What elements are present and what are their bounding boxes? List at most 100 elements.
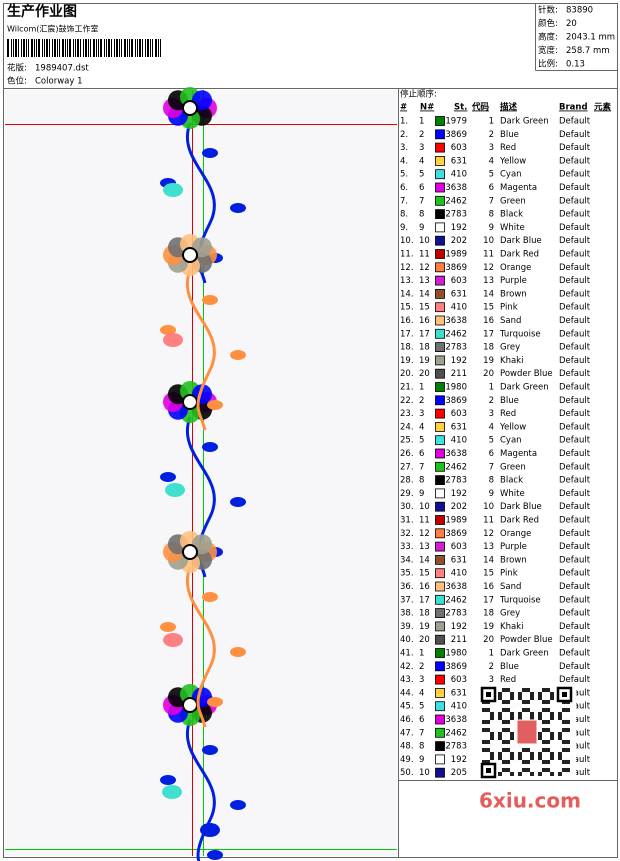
qr-cell: [530, 716, 534, 720]
row-code: 16: [483, 316, 494, 326]
row-needle: 5: [419, 702, 424, 712]
qr-cell: [566, 708, 570, 712]
row-no: 38.: [400, 609, 414, 619]
row-stitches: 192: [451, 223, 467, 233]
leaf: [160, 472, 176, 482]
qr-cell: [510, 752, 514, 756]
bar: [42, 39, 43, 57]
color-swatch: [435, 315, 445, 326]
qr-cell: [482, 760, 486, 764]
row-code: 3: [489, 143, 494, 153]
qr-cell: [538, 716, 542, 720]
row-code: 5: [489, 170, 494, 180]
row-stitches: 2462: [445, 196, 467, 206]
row-brand: Default: [559, 316, 591, 326]
row-desc: Brown: [500, 289, 527, 299]
row-no: 44.: [400, 688, 414, 698]
row-no: 29.: [400, 489, 414, 499]
bar: [59, 39, 60, 57]
qr-cell: [502, 728, 506, 732]
row-stitches: 1989: [445, 250, 467, 260]
leaf: [160, 622, 176, 632]
qr-cell: [510, 712, 514, 716]
bar: [75, 39, 76, 57]
row-needle: 4: [419, 688, 424, 698]
qr-cell: [510, 756, 514, 760]
row-brand: Default: [559, 130, 591, 140]
row-no: 31.: [400, 516, 414, 526]
qr-cell: [546, 740, 550, 744]
qr-finder: [562, 692, 567, 697]
row-needle: 4: [419, 156, 424, 166]
row-brand: Default: [559, 329, 591, 339]
qr-cell: [538, 772, 542, 776]
qr-cell: [506, 740, 510, 744]
bar: [36, 39, 37, 57]
row-needle: 19: [419, 356, 430, 366]
bar: [49, 39, 50, 57]
row-no: 35.: [400, 569, 414, 579]
bar: [88, 39, 89, 57]
row-code: 14: [483, 555, 494, 565]
color-swatch: [435, 528, 445, 539]
qr-cell: [490, 736, 494, 740]
bar: [114, 39, 115, 57]
qr-cell: [506, 768, 510, 772]
qr-cell: [522, 768, 526, 772]
row-desc: Red: [500, 409, 516, 419]
row-stitches: 3638: [445, 582, 467, 592]
color-swatch: [435, 741, 445, 751]
qr-cell: [490, 732, 494, 736]
row-brand: Default: [559, 117, 591, 127]
qr-cell: [538, 696, 542, 700]
color-swatch: [435, 608, 445, 618]
row-no: 36.: [400, 582, 414, 592]
row-no: 49.: [400, 755, 414, 765]
bar: [90, 39, 91, 57]
qr-logo: [516, 719, 538, 745]
row-brand: Default: [559, 383, 591, 393]
bar: [139, 39, 141, 57]
qr-cell: [526, 688, 530, 692]
info-label: 宽度:: [538, 45, 558, 56]
info-label: 颜色:: [538, 18, 558, 29]
row-no: 5.: [400, 170, 408, 180]
row-desc: Dark Green: [500, 117, 549, 127]
row-code: 15: [483, 303, 494, 313]
row-needle: 12: [419, 263, 430, 273]
row-brand: Default: [559, 396, 591, 406]
qr-cell: [526, 700, 530, 704]
bar: [98, 39, 99, 57]
bar: [147, 39, 149, 57]
qr-cell: [498, 732, 502, 736]
bar: [137, 39, 138, 57]
row-needle: 11: [419, 250, 430, 260]
row-no: 12.: [400, 263, 414, 273]
row-brand: Default: [559, 183, 591, 193]
leaf: [202, 442, 218, 452]
qr-cell: [550, 692, 554, 696]
qr-cell: [518, 716, 522, 720]
row-needle: 6: [419, 183, 424, 193]
row-brand: Default: [559, 250, 591, 260]
row-needle: 19: [419, 622, 430, 632]
color-swatch: [435, 581, 445, 592]
row-desc: Turquoise: [499, 595, 541, 605]
leaf: [207, 850, 223, 860]
row-code: 1: [489, 649, 494, 659]
qr-cell: [558, 756, 562, 760]
row-stitches: 2783: [445, 609, 467, 619]
bar: [11, 39, 12, 57]
row-code: 19: [483, 622, 494, 632]
qr-cell: [518, 712, 522, 716]
row-code: 14: [483, 289, 494, 299]
flower-center: [182, 247, 198, 263]
row-code: 6: [489, 183, 494, 193]
row-brand: Default: [559, 196, 591, 206]
qr-cell: [510, 716, 514, 720]
qr-cell: [550, 716, 554, 720]
row-stitches: 2462: [445, 728, 467, 738]
color-swatch: [435, 621, 445, 632]
row-brand: Default: [559, 582, 591, 592]
row-stitches: 3869: [445, 130, 467, 140]
